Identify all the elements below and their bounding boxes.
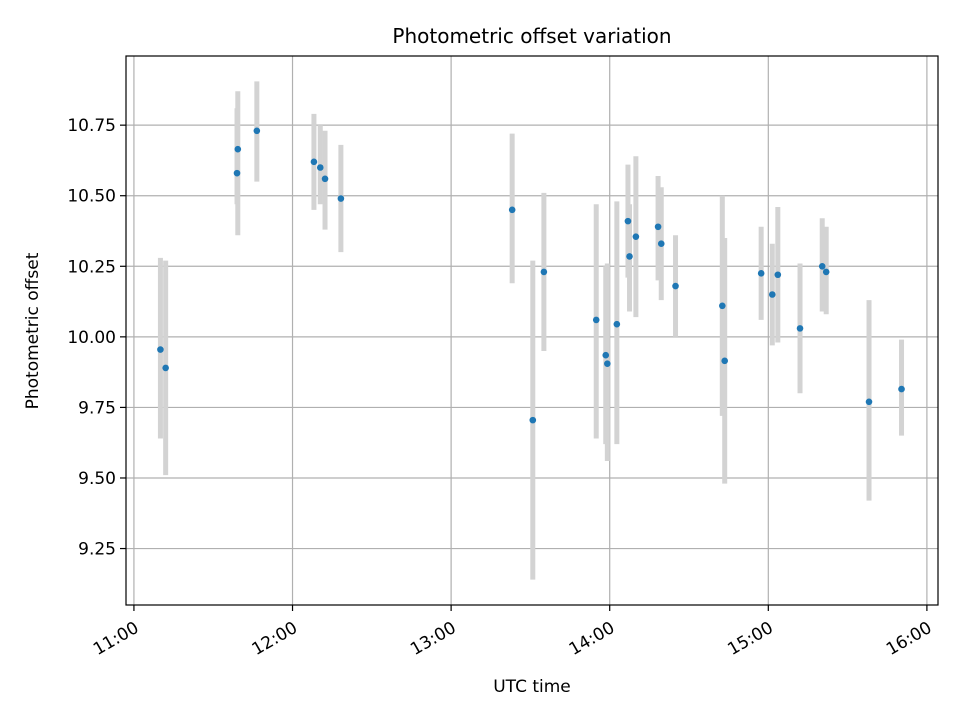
y-tick-label: 10.50 — [67, 187, 116, 207]
data-point — [657, 240, 665, 248]
data-points — [157, 127, 905, 424]
data-point — [310, 158, 318, 166]
y-tick-label: 10.00 — [67, 328, 116, 348]
data-point — [337, 195, 345, 202]
data-point — [822, 268, 830, 276]
data-point — [719, 302, 726, 310]
data-point — [796, 325, 804, 332]
data-point — [604, 360, 611, 367]
data-point — [613, 320, 621, 328]
y-tick-label: 9.50 — [78, 469, 116, 489]
data-point — [774, 271, 782, 279]
data-point — [626, 253, 633, 260]
y-tick-label: 10.75 — [67, 116, 116, 136]
x-axis-label: UTC time — [493, 677, 571, 697]
data-point — [529, 416, 537, 424]
data-point — [721, 357, 728, 365]
data-point — [818, 262, 826, 270]
data-point — [632, 233, 640, 240]
y-tick-label: 9.25 — [78, 540, 116, 560]
data-point — [162, 364, 169, 372]
data-point — [757, 270, 765, 277]
data-point — [540, 268, 548, 276]
data-point — [592, 316, 600, 324]
data-point — [253, 127, 261, 135]
data-point — [768, 291, 776, 298]
data-point — [672, 282, 679, 290]
chart-title: Photometric offset variation — [392, 24, 671, 48]
data-point — [157, 346, 164, 353]
data-point — [321, 175, 329, 183]
y-axis-label: Photometric offset — [23, 252, 43, 409]
data-point — [898, 385, 905, 393]
plot-frame — [125, 55, 939, 606]
data-point — [602, 351, 610, 359]
data-point — [624, 217, 632, 225]
y-tick-label: 9.75 — [78, 398, 116, 418]
data-point — [233, 169, 241, 177]
data-point — [508, 206, 516, 214]
data-point — [234, 145, 242, 153]
data-point — [316, 164, 324, 171]
y-tick-label: 10.25 — [67, 257, 116, 277]
data-point — [865, 398, 873, 406]
data-point — [654, 223, 662, 231]
